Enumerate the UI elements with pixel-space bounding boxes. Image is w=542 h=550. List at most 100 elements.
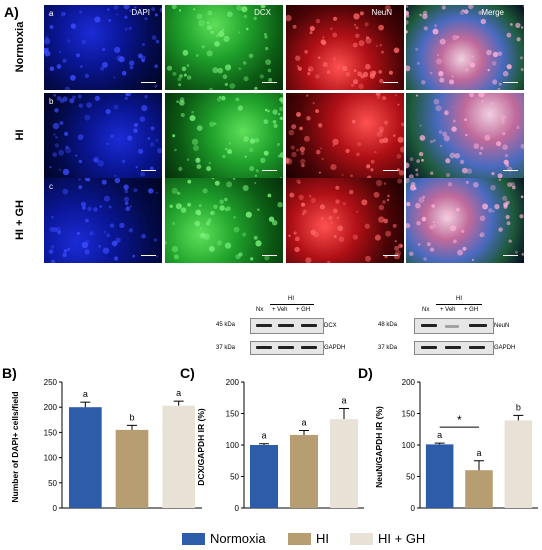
bar: [115, 429, 149, 508]
wb-band: [278, 346, 294, 349]
bar: [425, 444, 454, 508]
micrograph-dcx: [165, 93, 283, 178]
significance-letter: a: [437, 430, 442, 440]
scale-bar: [503, 81, 518, 83]
wb-lane-label: + Veh: [440, 307, 456, 313]
wb-protein: DCX: [324, 323, 337, 329]
y-tick-label: 50: [230, 473, 239, 482]
wb-membrane: [250, 318, 324, 334]
significance-letter: a: [261, 431, 266, 441]
wb-protein: GAPDH: [494, 345, 516, 351]
micrograph-neun: [286, 178, 404, 263]
chart-letter: D): [358, 365, 373, 381]
significance-letter: a: [301, 418, 306, 428]
micrograph-dapi: c: [44, 178, 162, 263]
y-tick-label: 0: [235, 504, 240, 513]
wb-hi-label: HI: [288, 296, 294, 302]
wb-lane-label: Nx: [256, 307, 264, 313]
scale-bar: [141, 254, 156, 256]
wb-marker: 37 kDa: [378, 345, 398, 351]
wb-band: [445, 346, 461, 349]
y-tick-label: 0: [53, 504, 58, 513]
wb-membrane: [414, 318, 494, 334]
scale-bar: [383, 169, 398, 171]
wb-protein: GAPDH: [324, 345, 346, 351]
micrograph-neun: [286, 93, 404, 178]
significance-letter: a: [341, 395, 346, 405]
micrograph-merge: [406, 178, 524, 263]
y-tick-label: 200: [226, 378, 240, 387]
wb-marker: 45 kDa: [216, 322, 236, 328]
significance-letter: b: [516, 402, 521, 412]
wb-hi-bracket: [270, 304, 314, 305]
wb-lane-label: Nx: [422, 307, 430, 313]
channel-label: Merge: [481, 8, 504, 17]
western-blot-dcx: HI Nx + Veh + GH 45 kDa DCX 37 kDa GAPDH: [216, 296, 346, 356]
micrograph-dcx: [165, 178, 283, 263]
y-tick-label: 150: [44, 428, 58, 437]
significance-letter: a: [83, 389, 88, 399]
micrograph-dapi: b: [44, 93, 162, 178]
row-tag: c: [49, 182, 53, 191]
scale-bar: [262, 254, 277, 256]
scale-bar: [262, 169, 277, 171]
wb-band: [469, 346, 485, 349]
channel-label: NeuN: [371, 8, 392, 17]
scale-bar: [141, 169, 156, 171]
legend-label: HI: [316, 531, 329, 546]
wb-band: [301, 346, 317, 349]
significance-star: *: [457, 413, 462, 427]
wb-band: [421, 324, 437, 327]
wb-band: [421, 346, 437, 349]
micrograph-merge: Merge: [406, 5, 524, 90]
wb-lane-label: + Veh: [272, 307, 288, 313]
y-tick-label: 100: [226, 441, 240, 450]
bar: [69, 407, 102, 508]
bar: [504, 420, 533, 508]
wb-marker: 37 kDa: [216, 345, 236, 351]
bar-charts: B) Number of DAPI+ cells/field 0 50 100 150 20…: [2, 365, 538, 513]
y-tick-label: 250: [44, 378, 58, 387]
bar: [162, 405, 195, 508]
bar: [290, 434, 318, 508]
wb-membrane: [414, 341, 494, 355]
wb-band: [256, 324, 272, 327]
scale-bar: [141, 81, 156, 83]
row-label: HI: [14, 129, 26, 140]
significance-letter: a: [176, 388, 181, 398]
legend-label: HI + GH: [378, 531, 426, 546]
y-tick-label: 0: [411, 504, 416, 513]
row-label: Normoxia: [14, 21, 26, 72]
scale-bar: [383, 81, 398, 83]
y-tick-label: 100: [402, 441, 416, 450]
micrograph-dapi: a DAPI: [44, 5, 162, 90]
wb-marker: 48 kDa: [378, 322, 398, 328]
micrograph-neun: NeuN: [286, 5, 404, 90]
chart-letter: C): [180, 365, 195, 381]
y-tick-label: 200: [402, 378, 416, 387]
scale-bar: [262, 81, 277, 83]
scale-bar: [383, 254, 398, 256]
wb-band: [445, 325, 459, 328]
panel-a-letter: A): [4, 4, 19, 20]
legend-swatch: [182, 533, 205, 545]
wb-protein: NeuN: [494, 323, 510, 329]
wb-band: [301, 324, 317, 327]
legend-label: Normoxia: [210, 531, 266, 546]
y-tick-label: 150: [226, 410, 240, 419]
significance-letter: a: [476, 448, 481, 458]
scale-bar: [503, 254, 518, 256]
wb-band: [469, 324, 487, 327]
row-tag: a: [49, 9, 54, 18]
wb-lane-label: + GH: [296, 307, 311, 313]
bar: [250, 445, 278, 508]
channel-label: DAPI: [131, 8, 150, 17]
y-tick-label: 200: [44, 403, 58, 412]
wb-band: [278, 324, 294, 327]
channel-label: DCX: [254, 8, 271, 17]
row-label: HI + GH: [14, 199, 26, 240]
row-tag: b: [49, 97, 54, 106]
y-axis-label: DCX/GAPDH IR (%): [196, 408, 206, 486]
western-blot-neun: HI Nx + Veh + GH 48 kDa NeuN 37 kDa GAPD…: [378, 296, 518, 356]
legend-swatch: [350, 533, 373, 545]
